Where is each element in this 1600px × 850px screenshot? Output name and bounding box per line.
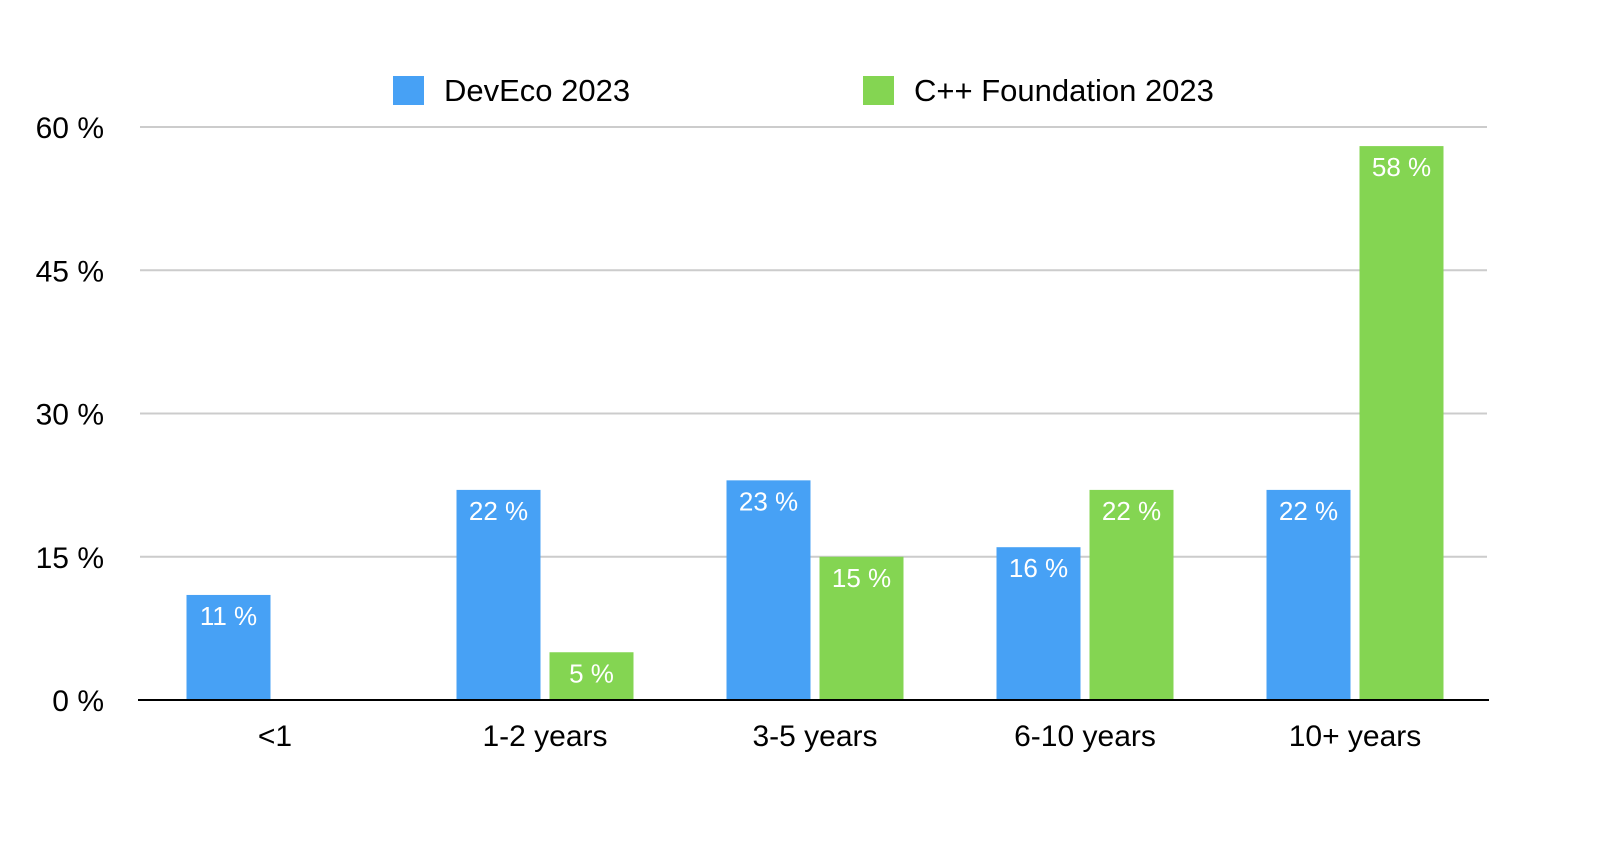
bar-deveco [186, 594, 271, 700]
legend-swatch [393, 76, 424, 105]
bar-cpp-foundation [1089, 489, 1174, 700]
bar-deveco [726, 480, 811, 700]
x-category-label: <1 [258, 720, 292, 753]
gridlines [140, 126, 1487, 558]
bar-value-label: 5 % [569, 658, 614, 688]
bar-value-label: 23 % [739, 486, 798, 516]
y-tick-label: 0 % [52, 685, 104, 718]
bar-cpp-foundation [1359, 146, 1444, 701]
legend-swatch [863, 76, 894, 105]
bar-value-label: 22 % [1102, 496, 1161, 526]
y-tick-label: 30 % [36, 399, 104, 432]
y-tick-label: 60 % [36, 112, 104, 145]
bar-value-label: 11 % [200, 601, 257, 631]
bar-value-label: 15 % [832, 563, 891, 593]
bar-deveco [1266, 489, 1351, 700]
x-category-label: 1-2 years [482, 720, 607, 753]
bar-deveco [456, 489, 541, 700]
bar-cpp-foundation [819, 556, 904, 700]
legend: DevEco 2023 C++ Foundation 2023 [393, 73, 1214, 108]
bar-deveco [996, 547, 1081, 700]
bar-value-label: 22 % [469, 496, 528, 526]
x-category-label: 3-5 years [752, 720, 877, 753]
bar-value-label: 16 % [1009, 553, 1068, 583]
bar-value-label: 58 % [1372, 152, 1431, 182]
x-axis-categories: <1 1-2 years 3-5 years 6-10 years 10+ years [258, 720, 1421, 753]
y-tick-label: 45 % [36, 255, 104, 288]
bar-labels: 11 % 22 % 5 % 23 % 15 % 16 % 22 % 22 % 58 % [200, 152, 1431, 688]
y-tick-label: 15 % [36, 542, 104, 575]
bar-value-label: 22 % [1279, 496, 1338, 526]
bars [186, 146, 1444, 701]
x-category-label: 6-10 years [1014, 720, 1156, 753]
bar-cpp-foundation [549, 652, 634, 700]
legend-label: DevEco 2023 [444, 73, 630, 108]
legend-label: C++ Foundation 2023 [914, 73, 1214, 108]
x-category-label: 10+ years [1289, 720, 1422, 753]
y-axis-ticks: 0 % 15 % 30 % 45 % 60 % [36, 112, 104, 718]
